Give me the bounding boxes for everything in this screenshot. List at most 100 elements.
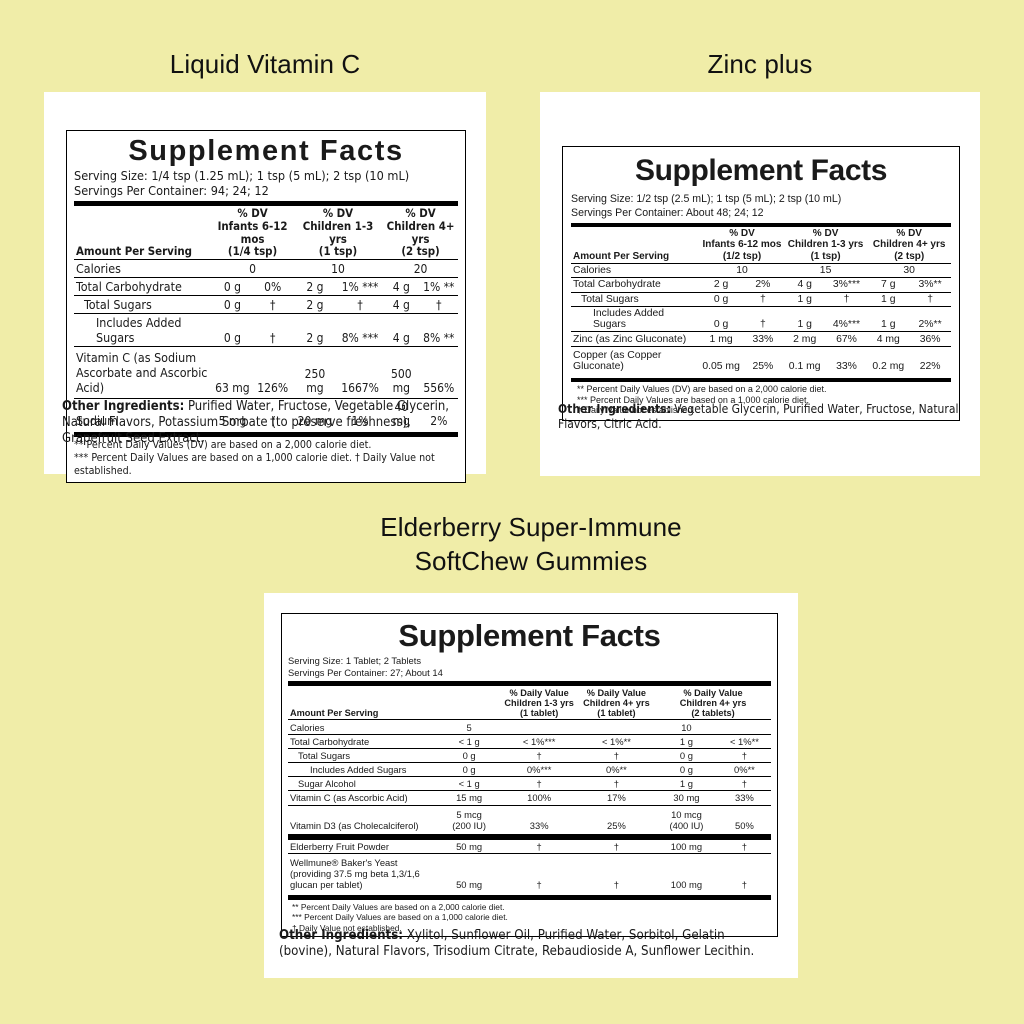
divider-thick-3b: [288, 894, 771, 900]
servings-per-container-2: Servings Per Container: About 48; 24; 12: [571, 206, 764, 219]
product-title-liquid-vitamin-c: Liquid Vitamin C: [169, 49, 361, 79]
nutrition-table-3: Amount Per Serving % Daily Value Childre…: [288, 686, 771, 834]
nutrient-label: Includes Added Sugars: [571, 305, 701, 332]
nutrient-value: 3%**: [909, 277, 951, 293]
nutrient-value: †: [500, 838, 578, 854]
amount-per-serving-label-3: Amount Per Serving: [290, 708, 379, 719]
product-title-zinc-plus: Zinc plus: [707, 49, 813, 79]
nutrient-value: 50 mg: [437, 852, 501, 893]
nutrient-value: †: [717, 852, 771, 893]
nutrient-label: Total Carbohydrate: [288, 733, 438, 749]
nutrition-rows-2: Calories 10 15 30 Total Carbohydrate 2 g 2% 4 g…: [571, 262, 951, 375]
nutrient-value: †: [577, 747, 656, 763]
nutrient-value: 0 g: [437, 747, 501, 763]
serving-size-2: Serving Size: 1/2 tsp (2.5 mL); 1 tsp (5…: [571, 193, 842, 205]
nutrition-rows-3: Calories 5 10 Total Carbohydrate < 1 g < 1%**…: [288, 719, 771, 834]
table-row: Total Sugars 0 g † 1 g † 1 g †: [571, 291, 951, 307]
nutrient-value: †: [252, 295, 293, 314]
col3-dose-2: (2 tsp): [894, 250, 925, 262]
table-row: Calories 0 10 20: [74, 259, 458, 278]
nutrient-value: 126%: [252, 346, 293, 399]
nutrient-value: 1 g: [867, 291, 910, 307]
nutrient-value: 25%: [741, 345, 784, 375]
col2-dv-3: % Daily Value: [586, 687, 647, 698]
nutrient-value: 20: [383, 259, 458, 278]
col3-dose-3: (2 tablets): [691, 708, 735, 719]
nutrient-value: 33%: [717, 790, 771, 806]
footnote-line: *** Percent Daily Values are based on a …: [577, 394, 809, 405]
nutrient-value: 50%: [717, 804, 771, 834]
nutrient-value: 1 g: [867, 305, 910, 332]
nutrient-value: 0 g: [655, 747, 718, 763]
nutrient-label: Includes Added Sugars: [74, 313, 213, 347]
supplement-facts-box-2: Supplement Facts Serving Size: 1/2 tsp (…: [562, 146, 960, 422]
nutrient-value: †: [577, 852, 656, 893]
col2-dv-1: % DV: [322, 206, 354, 221]
nutrient-value: †: [500, 776, 578, 791]
table-row: Vitamin C (as Ascorbic Acid) 15 mg 100% 17%…: [288, 790, 771, 806]
nutrient-value: †: [577, 776, 656, 791]
empty-cell: [717, 719, 771, 735]
amount-per-serving-label-2: Amount Per Serving: [573, 250, 670, 262]
table-row: Total Sugars 0 g † † 0 g †: [288, 747, 771, 763]
nutrient-label: Calories: [571, 262, 701, 278]
col3-dv-3: % Daily Value: [683, 687, 743, 698]
nutrient-value: 2 mg: [783, 331, 826, 347]
nutrient-label: Vitamin C (as Ascorbic Acid): [288, 790, 438, 806]
divider-thick-1b: [74, 432, 458, 438]
nutrient-value: 25%: [577, 804, 656, 834]
nutrient-value: 2%: [741, 277, 784, 293]
nutrient-value: 8% **: [419, 313, 458, 347]
nutrition-table-2: Amount Per Serving % DV Infants 6-12 mos…: [571, 227, 951, 375]
nutrient-value: 33%: [500, 804, 578, 834]
nutrient-value: †: [252, 313, 293, 347]
nutrient-value: 0 g: [212, 313, 253, 347]
col2-group-1: Children 1-3 yrs: [302, 218, 374, 246]
supplement-facts-heading-1: Supplement Facts: [128, 135, 404, 167]
nutrient-value: 33%: [825, 345, 868, 375]
nutrient-value: 4%***: [825, 305, 868, 332]
nutrient-value: 0: [212, 259, 293, 278]
nutrient-value: 63 mg: [212, 346, 253, 399]
table-row: Elderberry Fruit Powder 50 mg † † 100 mg †: [288, 838, 771, 854]
col1-group-3: Children 1-3 yrs: [504, 697, 574, 708]
nutrient-label: Sodium: [74, 398, 213, 430]
other-ingredients-2: Other Ingredients: Vegetable Glycerin, P…: [558, 402, 970, 431]
nutrient-value: 20 mg: [292, 398, 338, 430]
table-row: Zinc (as Zinc Gluconate) 1 mg 33% 2 mg 67% 4 …: [571, 331, 951, 347]
other-ingredients-3: Other Ingredients: Xylitol, Sunflower Oi…: [279, 928, 779, 960]
nutrient-value: 5 mg: [212, 398, 253, 430]
divider-thick-2: [571, 223, 951, 228]
nutrition-table-1: Amount Per Serving % DV Infants 6-12 mos…: [74, 206, 458, 430]
serving-size-3: Serving Size: 1 Tablet; 2 Tablets: [288, 655, 422, 666]
other-ingredients-text-1: Purified Water, Fructose, Vegetable Glyc…: [62, 399, 449, 446]
nutrient-value: 250 mg: [292, 346, 338, 399]
nutrient-value: < 1%***: [500, 733, 578, 749]
servings-per-container-3: Servings Per Container: 27; About 14: [288, 667, 443, 679]
table-row: Total Carbohydrate < 1 g < 1%*** < 1%** 1 g <…: [288, 733, 771, 749]
other-ingredients-label-2: Other Ingredients:: [558, 402, 671, 416]
col1-dv-1: % DV: [237, 206, 268, 221]
nutrient-value: 0%***: [500, 761, 578, 777]
footnote-line: *** Percent Daily Values are based on a …: [74, 451, 435, 477]
table-row: Includes Added Sugars 0 g † 1 g 4%*** 1 g 2%**: [571, 305, 951, 332]
nutrient-value: 2%**: [909, 305, 951, 332]
other-ingredients-label-1: Other Ingredients:: [62, 399, 185, 414]
table-header-row-1: Amount Per Serving % DV Infants 6-12 mos…: [74, 206, 458, 261]
nutrient-value: 0%: [252, 277, 293, 296]
supplement-facts-box-1: Supplement Facts Serving Size: 1/4 tsp (…: [66, 130, 466, 484]
nutrient-value: 2 g: [292, 313, 338, 347]
nutrient-value: 2 g: [700, 277, 742, 293]
footnotes-3: ** Percent Daily Values are based on a 2…: [288, 902, 771, 934]
nutrient-label: Total Sugars: [74, 295, 213, 314]
other-ingredients-text-2: Vegetable Glycerin, Purified Water, Fruc…: [558, 402, 959, 431]
table-row: Sugar Alcohol < 1 g † † 1 g †: [288, 776, 771, 791]
footnotes-1: ** Percent Daily Values (DV) are based o…: [74, 439, 458, 477]
nutrient-value: 30: [867, 262, 951, 278]
divider-thick-1: [74, 201, 458, 207]
nutrition-rows-3b: Elderberry Fruit Powder 50 mg † † 100 mg † Wel…: [288, 838, 771, 893]
nutrient-label: Includes Added Sugars: [288, 761, 438, 777]
nutrient-value: 556%: [419, 346, 458, 399]
table-row: Copper (as Copper Gluconate) 0.05 mg 25% 0.…: [571, 345, 951, 375]
